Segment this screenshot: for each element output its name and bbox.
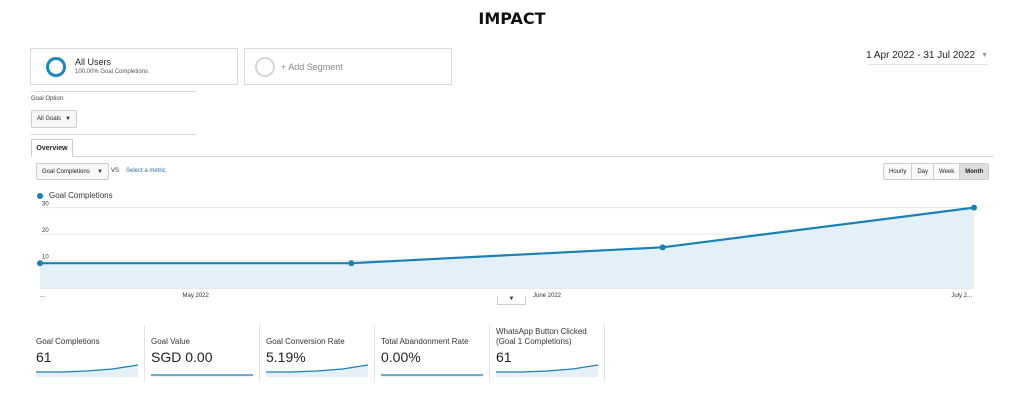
scorecard-goal-value[interactable]: Goal Value SGD 0.00 — [145, 325, 259, 383]
y-tick-label: 10 — [42, 255, 49, 261]
divider — [31, 134, 196, 135]
scorecard-label: WhatsApp Button Clicked (Goal 1 Completi… — [496, 327, 587, 346]
sparkline-line — [36, 364, 138, 373]
x-tick-label: July 2... — [951, 293, 972, 299]
divider — [259, 325, 260, 382]
date-range-label: 1 Apr 2022 - 31 Jul 2022 — [866, 50, 976, 61]
y-tick-label: 20 — [42, 228, 49, 234]
series-line — [40, 206, 975, 265]
divider — [374, 325, 375, 382]
vs-label: VS — [111, 168, 120, 174]
divider — [144, 325, 145, 382]
scorecard-label: Goal Value — [151, 337, 190, 346]
segment-ring-icon — [46, 56, 66, 77]
scorecard-label: Goal Conversion Rate — [266, 337, 345, 346]
scorecard-value: 5.19% — [266, 349, 306, 365]
add-segment-button[interactable]: + Add Segment — [244, 48, 452, 85]
scorecard-value: SGD 0.00 — [151, 349, 213, 365]
date-range-underline — [868, 64, 988, 65]
goal-option-value: All Goals — [37, 116, 62, 122]
chart-collapse-tab[interactable]: ▼ — [497, 296, 526, 305]
sparkline-line — [266, 364, 368, 373]
data-point — [348, 260, 355, 267]
scorecard-goal-completions[interactable]: Goal Completions 61 — [30, 325, 144, 383]
chart-legend: Goal Completions — [37, 191, 113, 200]
scorecard-whatsapp-button-clicked[interactable]: WhatsApp Button Clicked (Goal 1 Completi… — [490, 325, 604, 383]
date-range-picker[interactable]: 1 Apr 2022 - 31 Jul 2022 ▼ — [866, 50, 988, 61]
select-metric-link[interactable]: Select a metric — [126, 168, 166, 174]
add-segment-ring-icon — [255, 56, 275, 77]
chevron-down-icon: ▼ — [97, 168, 103, 175]
metric-select-value: Goal Completions — [42, 168, 90, 175]
period-toggle: Hourly Day Week Month — [883, 163, 990, 180]
scorecard-label: Total Abandonment Rate — [381, 337, 469, 346]
sparkline — [266, 364, 368, 377]
goal-option-label: Goal Option: — [31, 96, 65, 102]
data-point — [37, 260, 43, 267]
sparkline-line — [496, 364, 598, 373]
period-week-button[interactable]: Week — [934, 164, 961, 179]
scorecard-value: 0.00% — [381, 349, 421, 365]
period-hourly-button[interactable]: Hourly — [884, 164, 913, 179]
tab-strip-divider — [31, 156, 994, 157]
scorecard-goal-conversion-rate[interactable]: Goal Conversion Rate 5.19% — [260, 325, 374, 383]
chevron-down-icon: ▼ — [508, 296, 515, 302]
sparkline — [151, 374, 253, 377]
sparkline — [496, 364, 598, 377]
segment-subtitle: 100.00% Goal Completions — [75, 68, 149, 75]
metric-select[interactable]: Goal Completions ▼ — [36, 163, 109, 180]
divider — [604, 325, 605, 382]
series-area — [40, 207, 974, 288]
tab-overview[interactable]: Overview — [31, 139, 73, 157]
page-title: IMPACT — [478, 9, 546, 28]
caret-down-icon: ▼ — [981, 52, 988, 59]
scorecard-total-abandonment-rate[interactable]: Total Abandonment Rate 0.00% — [375, 325, 489, 383]
segment-all-users[interactable]: All Users 100.00% Goal Completions — [30, 48, 238, 85]
sparkline — [36, 364, 138, 377]
y-tick-label: 30 — [42, 202, 49, 208]
period-month-button[interactable]: Month — [960, 164, 989, 179]
data-point — [659, 244, 666, 251]
segment-title: All Users — [75, 56, 112, 67]
period-day-button[interactable]: Day — [912, 164, 935, 179]
sparkline — [381, 374, 483, 377]
x-tick-label: June 2022 — [533, 293, 562, 299]
add-segment-label: + Add Segment — [281, 61, 343, 72]
divider — [31, 91, 196, 92]
scorecard-value: 61 — [496, 349, 512, 365]
x-tick-label: May 2022 — [182, 293, 209, 299]
legend-dot-icon — [37, 192, 43, 199]
divider — [489, 325, 490, 382]
x-tick-label: ... — [40, 293, 45, 299]
scorecard-label: Goal Completions — [36, 337, 100, 346]
goal-option-select[interactable]: All Goals ▼ — [31, 110, 77, 128]
data-point — [971, 204, 977, 211]
legend-label: Goal Completions — [49, 191, 113, 200]
chevron-down-icon: ▼ — [65, 116, 71, 122]
scorecard-value: 61 — [36, 349, 52, 365]
